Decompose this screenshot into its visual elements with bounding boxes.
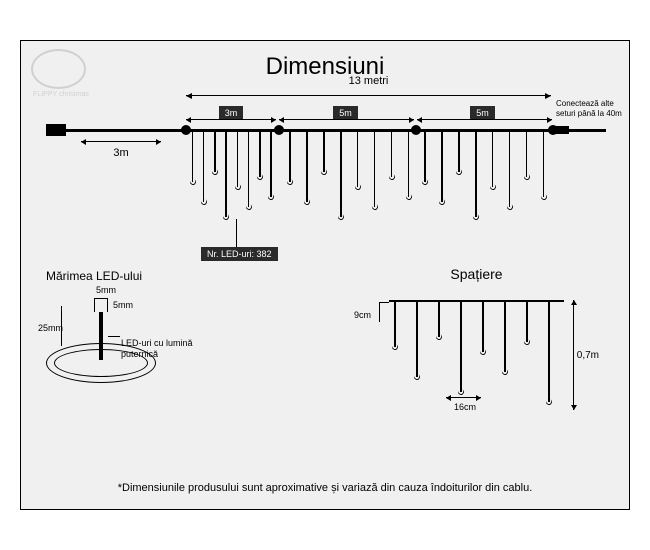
spacing-title: Spațiere bbox=[354, 266, 599, 282]
total-length-line bbox=[186, 95, 551, 96]
led-desc-pointer bbox=[108, 336, 120, 337]
brand-logo: FLIPPY christmas bbox=[31, 49, 91, 94]
spacing-diagram: 9cm 0,7m 16cm bbox=[354, 290, 599, 420]
segment-2-label: 5m bbox=[333, 106, 358, 120]
led-size-title: Mărimea LED-ului bbox=[46, 269, 246, 283]
led-size-section: Mărimea LED-ului 5mm 5mm 25mm LED-uri cu… bbox=[46, 269, 246, 398]
dim-5mm-side: 5mm bbox=[113, 300, 133, 310]
strand bbox=[475, 132, 477, 217]
strand bbox=[526, 132, 528, 177]
strand bbox=[214, 132, 216, 172]
led-count-pointer bbox=[236, 219, 237, 247]
strand bbox=[391, 132, 393, 177]
strand bbox=[259, 132, 261, 177]
main-dimensions-diagram: 13 metri 3m 5m 5m Conectează alte seturi… bbox=[51, 89, 606, 254]
spacing-16cm-label: 16cm bbox=[454, 402, 476, 412]
strand bbox=[374, 132, 376, 207]
dim-25mm-line bbox=[61, 306, 62, 346]
strand bbox=[408, 132, 410, 197]
spacing-9cm-line bbox=[379, 302, 389, 322]
strand bbox=[225, 132, 227, 217]
strand bbox=[357, 132, 359, 187]
strand bbox=[438, 302, 440, 337]
strand bbox=[441, 132, 443, 202]
footnote: *Dimensiunile produsului sunt aproximati… bbox=[51, 482, 598, 494]
segment-1-label: 3m bbox=[219, 106, 244, 120]
strand bbox=[416, 302, 418, 377]
segment-3-label: 5m bbox=[470, 106, 495, 120]
connector-3 bbox=[411, 125, 421, 135]
strand bbox=[526, 302, 528, 342]
strand bbox=[270, 132, 272, 197]
spacing-9cm-label: 9cm bbox=[354, 310, 371, 320]
strand bbox=[289, 132, 291, 182]
strand bbox=[323, 132, 325, 172]
feed-cable-dim-line bbox=[81, 141, 161, 142]
diagram-canvas: FLIPPY christmas Dimensiuni 13 metri 3m … bbox=[20, 40, 630, 510]
strand bbox=[548, 302, 550, 402]
strand bbox=[492, 132, 494, 187]
spacing-height-line bbox=[573, 300, 574, 410]
strand bbox=[248, 132, 250, 207]
strand bbox=[482, 302, 484, 352]
main-cable-line bbox=[51, 129, 606, 132]
strand bbox=[394, 302, 396, 347]
total-length-label: 13 metri bbox=[186, 75, 551, 87]
strand bbox=[237, 132, 239, 187]
segment-3-line bbox=[417, 119, 552, 120]
dim-5mm-top: 5mm bbox=[96, 285, 116, 295]
strand bbox=[543, 132, 545, 197]
led-bulb-icon bbox=[94, 298, 108, 348]
spacing-16cm-line bbox=[446, 397, 481, 398]
feed-cable-length: 3m bbox=[81, 147, 161, 159]
connector-1 bbox=[181, 125, 191, 135]
dim-25mm: 25mm bbox=[38, 323, 63, 333]
strand bbox=[306, 132, 308, 202]
segment-1-line bbox=[186, 119, 276, 120]
led-count-label: Nr. LED-uri: 382 bbox=[201, 244, 278, 262]
strand bbox=[340, 132, 342, 217]
connect-note: Conectează alte seturi până la 40m bbox=[556, 99, 626, 118]
strand bbox=[192, 132, 194, 182]
strand bbox=[203, 132, 205, 202]
connector-2 bbox=[274, 125, 284, 135]
strand bbox=[424, 132, 426, 182]
strand bbox=[458, 132, 460, 172]
segment-2-line bbox=[279, 119, 414, 120]
spacing-height-label: 0,7m bbox=[577, 350, 599, 361]
led-description: LED-uri cu lumină puternică bbox=[121, 338, 211, 360]
end-connector-icon bbox=[551, 126, 569, 134]
strand bbox=[509, 132, 511, 207]
strand bbox=[504, 302, 506, 372]
strand bbox=[460, 302, 462, 392]
spacing-section: Spațiere 9cm 0,7m 16cm bbox=[354, 266, 599, 420]
led-drawing: 5mm 5mm 25mm LED-uri cu lumină puternică bbox=[46, 288, 226, 398]
